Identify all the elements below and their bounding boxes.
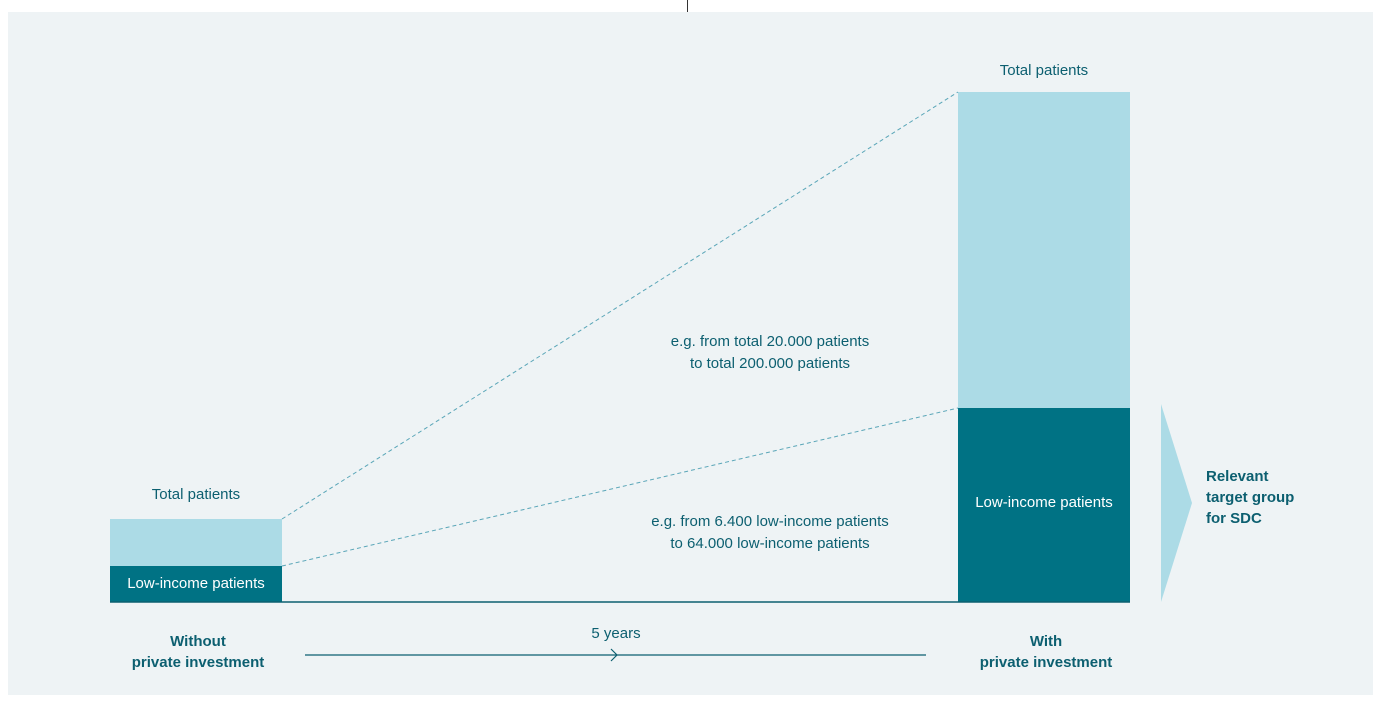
left-low-income-label: Low-income patients — [127, 575, 265, 592]
total-annotation-line2: to total 200.000 patients — [689, 355, 851, 372]
target-group-line1: Relevant — [1206, 468, 1269, 485]
right-caption-line2: private investment — [979, 654, 1113, 671]
target-group-label: Relevant target group for SDC — [1206, 466, 1326, 529]
left-caption-line2: private investment — [131, 654, 265, 671]
top-divider-tick — [687, 0, 688, 12]
total-annotation-line1: e.g. from total 20.000 patients — [670, 333, 870, 350]
total-annotation: e.g. from total 20.000 patients to total… — [610, 331, 930, 375]
left-caption: Without private investment — [110, 631, 286, 673]
low-income-annotation-line2: to 64.000 low-income patients — [670, 535, 870, 552]
low-income-annotation: e.g. from 6.400 low-income patients to 6… — [600, 511, 940, 555]
right-total-label: Total patients — [999, 62, 1089, 79]
right-total-bar — [958, 92, 1130, 408]
timeline-label: 5 years — [591, 625, 641, 642]
right-caption-line1: With — [1029, 633, 1063, 650]
right-low-income-bar — [958, 408, 1130, 602]
right-caption: With private investment — [958, 631, 1134, 673]
left-total-bar — [110, 519, 282, 566]
low-income-connector-dashed — [281, 407, 959, 567]
target-group-line3: for SDC — [1206, 510, 1262, 527]
low-income-annotation-line1: e.g. from 6.400 low-income patients — [651, 513, 889, 530]
left-low-income-bar — [110, 566, 282, 602]
chevron-right-icon — [1161, 404, 1192, 602]
left-caption-line1: Without — [170, 633, 226, 650]
left-total-label: Total patients — [151, 486, 241, 503]
target-group-line2: target group — [1206, 489, 1295, 506]
timeline-arrow-icon — [610, 648, 618, 662]
right-low-income-label: Low-income patients — [975, 494, 1113, 511]
total-connector-dashed — [281, 91, 959, 520]
